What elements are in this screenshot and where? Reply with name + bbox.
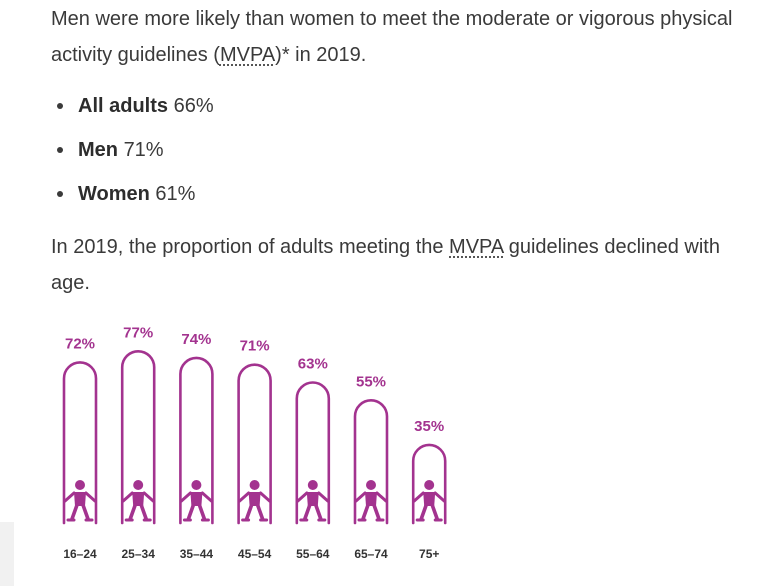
- tick-label: 55–64: [296, 547, 330, 561]
- person-arms: [296, 491, 330, 503]
- list-item: All adults 66%: [51, 88, 214, 132]
- person-legs: [128, 503, 148, 521]
- person-body: [74, 492, 86, 506]
- bar: [237, 363, 272, 525]
- mvpa-abbreviation[interactable]: MVPA: [219, 44, 276, 66]
- bar-group: [120, 349, 156, 525]
- person-icon: [238, 480, 272, 522]
- bar: [295, 381, 331, 525]
- bullet-label: Women: [78, 183, 150, 205]
- activity-summary-list: All adults 66% Men 71% Women 61%: [51, 88, 214, 220]
- tick-label: 45–54: [238, 547, 272, 561]
- tick-label: 16–24: [63, 547, 97, 561]
- person-arms: [412, 491, 446, 503]
- person-head: [307, 480, 318, 490]
- person-icon: [179, 480, 213, 522]
- person-icon: [412, 480, 446, 522]
- bullet-label: Men: [78, 139, 118, 161]
- bullet-label: All adults: [78, 95, 169, 117]
- person-head: [249, 480, 260, 490]
- tick-label: 65–74: [354, 547, 388, 561]
- bar-group: [62, 361, 98, 525]
- person-body: [132, 492, 145, 506]
- person-icon: [296, 480, 330, 522]
- bullet-value: 61%: [155, 183, 196, 205]
- person-head: [133, 480, 144, 490]
- bar-group: [179, 356, 214, 525]
- person-head: [191, 480, 202, 490]
- person-legs: [361, 503, 381, 521]
- intro-text: Men were more likely than women to meet …: [51, 8, 733, 66]
- bar: [179, 356, 214, 525]
- bar: [353, 399, 389, 525]
- person-icon: [354, 480, 388, 522]
- person-legs: [244, 503, 265, 521]
- person-head: [424, 480, 435, 490]
- person-head: [75, 480, 85, 490]
- bar-group: [353, 399, 389, 525]
- data-label: 72%: [65, 335, 95, 352]
- bar-group: [237, 363, 272, 525]
- intro-paragraph: Men were more likely than women to meet …: [51, 1, 763, 73]
- person-icon: [121, 480, 155, 522]
- list-item: Women 61%: [51, 176, 214, 220]
- person-body: [365, 492, 377, 506]
- person-legs: [419, 503, 439, 521]
- person-arms: [179, 491, 213, 503]
- mvpa-abbreviation[interactable]: MVPA: [449, 236, 504, 258]
- bar: [62, 361, 98, 525]
- data-label: 77%: [123, 324, 153, 341]
- tick-label: 35–44: [180, 547, 214, 561]
- bar-group: [295, 381, 331, 525]
- bullet-value: 66%: [173, 95, 214, 117]
- age-text-end: guidelines declined with age.: [51, 236, 720, 294]
- data-label: 74%: [181, 331, 211, 348]
- bullet-value: 71%: [123, 139, 164, 161]
- person-legs: [70, 503, 90, 521]
- person-icon: [63, 480, 97, 522]
- person-arms: [238, 491, 272, 503]
- person-legs: [186, 503, 207, 521]
- person-arms: [354, 491, 388, 503]
- bar: [120, 349, 156, 525]
- person-legs: [303, 503, 323, 521]
- page-edge-strip: [0, 522, 14, 586]
- tick-label: 25–34: [122, 547, 156, 561]
- data-label: 63%: [298, 356, 328, 373]
- person-body: [306, 492, 319, 506]
- age-text: In 2019, the proportion of adults meetin…: [51, 236, 450, 258]
- person-body: [248, 492, 261, 506]
- person-arms: [121, 491, 155, 503]
- tick-label: 75+: [419, 547, 439, 561]
- bar: [411, 443, 447, 525]
- bar-group: [411, 443, 447, 525]
- age-paragraph: In 2019, the proportion of adults meetin…: [51, 229, 763, 301]
- intro-text-end: )* in 2019.: [275, 44, 367, 66]
- list-item: Men 71%: [51, 132, 214, 176]
- person-head: [366, 480, 376, 490]
- person-body: [190, 492, 203, 506]
- person-arms: [63, 491, 97, 503]
- data-label: 35%: [414, 418, 444, 435]
- data-label: 71%: [240, 338, 270, 355]
- data-label: 55%: [356, 373, 386, 390]
- person-body: [423, 492, 436, 506]
- mvpa-by-age-chart: 72% 16–24 77% 25–34 74% 35–44 71% 45–54 63% 55–64…: [62, 324, 447, 561]
